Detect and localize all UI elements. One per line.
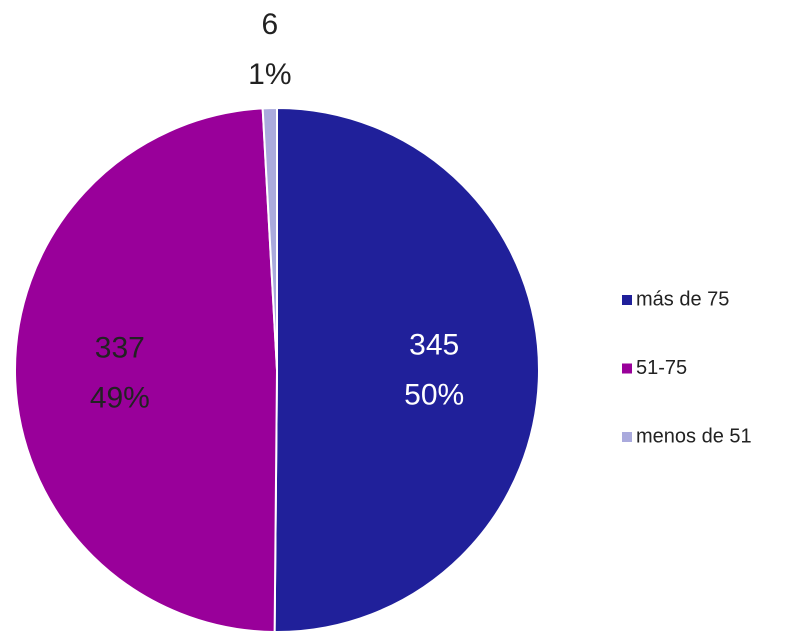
legend-swatch <box>622 295 632 305</box>
legend-swatch <box>622 432 632 442</box>
data-label: 345 <box>409 329 459 362</box>
data-label: 337 <box>95 332 145 365</box>
legend-label: 51-75 <box>636 357 687 379</box>
legend-label: menos de 51 <box>636 425 752 447</box>
percent-label: 1% <box>248 58 291 91</box>
percent-label: 49% <box>90 382 150 415</box>
percent-label: 50% <box>404 379 464 412</box>
legend-label: más de 75 <box>636 288 729 310</box>
data-label: 6 <box>261 8 278 41</box>
pie-slice <box>273 106 541 633</box>
pie-slice <box>261 106 278 371</box>
legend-swatch <box>622 363 632 374</box>
pie-slice <box>14 107 279 633</box>
